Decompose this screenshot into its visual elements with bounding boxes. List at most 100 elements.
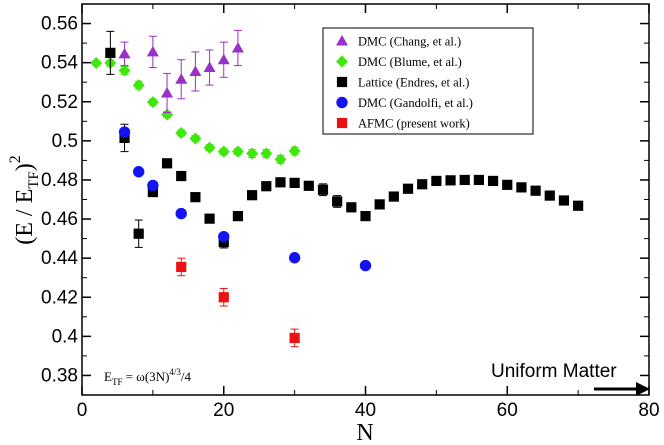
data-point [175,73,188,84]
data-point [487,175,499,187]
data-point [217,53,230,65]
data-point [133,166,145,178]
legend-label: DMC (Gandolfi, et al.) [358,96,473,110]
y-tick-label: 0.48 [41,170,78,191]
data-point [189,132,202,145]
data-point [289,177,300,188]
data-point [161,86,174,98]
data-point [204,213,215,224]
data-point [190,192,201,203]
data-point [119,132,130,144]
y-axis-title-open: (E / E [12,189,38,245]
axes-layer: 0 20 40 60 80 0.38 0.4 0.42 0.44 0.46 0.48 0.5 0.52 0… [41,4,660,421]
series-lattice-endres-et-al [105,30,584,249]
y-axis-title-close: ) [12,163,38,171]
legend-marker [336,76,348,88]
y-tick-label: 0.54 [41,53,78,74]
y-axis-title-sub: TF [26,171,42,189]
data-point [260,147,273,160]
legend-box [322,27,534,135]
data-point [118,126,131,138]
y-tick-label: 0.42 [41,287,78,308]
series-dmc-gandolfi-et-al [118,126,372,272]
data-point [161,108,174,121]
data-point [417,179,428,190]
x-tick-label: 80 [638,400,659,421]
y-tick-label: 0.52 [41,92,78,113]
data-point [189,65,202,76]
data-point [289,332,300,344]
data-point [118,64,131,77]
y-axis-title: (E / ETF)2 [7,155,42,245]
data-point [203,141,216,154]
data-point [544,190,555,201]
data-point [232,211,244,222]
data-point [146,45,159,57]
data-point [231,41,244,53]
data-point [217,145,230,158]
data-point [360,211,371,222]
legend-items: DMC (Chang, et al.) DMC (Blume, et al.) La… [336,35,473,131]
data-point [132,79,145,92]
data-point [246,147,259,160]
data-point [459,174,470,186]
series-dmc-chang-et-al [118,29,244,114]
series-layer [90,29,584,348]
legend-label: AFMC (present work) [358,117,470,131]
data-point [218,292,229,303]
data-point [530,185,541,196]
y-tick-label: 0.46 [41,209,78,230]
data-point [388,191,399,202]
data-point [175,127,188,140]
series-afmc-present-work [176,257,300,348]
data-point [317,184,329,195]
legend-marker [336,35,348,46]
data-point [147,186,158,198]
y-tick-label: 0.38 [41,365,78,386]
data-point [558,195,570,206]
data-point [175,207,187,220]
y-tick-label: 0.5 [52,131,78,152]
data-point [176,170,187,182]
uniform-matter-label: Uniform Matter [491,361,617,382]
data-point [374,199,385,210]
x-tick-label: 40 [355,400,376,421]
data-point [288,252,301,264]
y-axis-title-sup: 2 [7,155,24,163]
data-point [473,174,484,186]
x-axis-title: N [356,420,373,445]
data-point [147,179,159,192]
data-point [288,145,301,158]
data-point [275,177,286,188]
x-tick-label: 0 [77,400,88,421]
data-point [573,200,584,211]
y-tick-label: 0.44 [41,248,78,269]
legend-marker [336,96,348,109]
data-point [359,259,372,272]
data-point [203,61,216,73]
data-point [118,47,131,59]
data-point [176,261,187,273]
legend-marker [336,55,348,68]
data-point [218,230,230,243]
data-point [445,175,456,186]
data-point [146,96,159,109]
legend-label: Lattice (Endres, et al.) [358,76,469,90]
data-point [303,180,314,191]
data-point [502,179,513,190]
data-point [332,196,343,207]
data-point [431,175,442,187]
data-point [402,183,414,194]
legend-label: DMC (Chang, et al.) [358,35,461,49]
data-point [231,145,244,158]
x-tick-label: 60 [497,400,518,421]
data-point [161,158,173,169]
data-point [261,181,272,192]
data-point [274,153,287,166]
svg-text:(E / ETF)2: (E / ETF)2 [7,155,42,245]
series-dmc-blume-et-al [90,57,301,166]
y-tick-label: 0.56 [41,14,78,35]
data-point [247,190,258,201]
uniform-matter-arrow-icon [594,382,650,396]
